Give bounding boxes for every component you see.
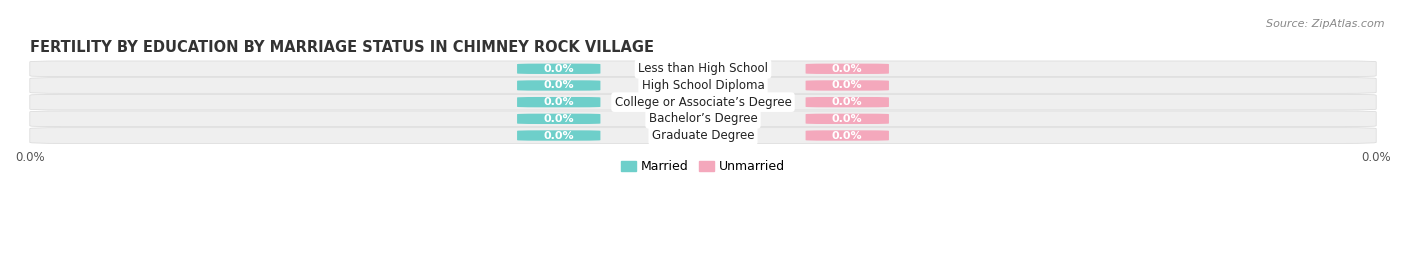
Text: 0.0%: 0.0% [832, 97, 862, 107]
Text: 0.0%: 0.0% [832, 130, 862, 140]
Text: 0.0%: 0.0% [544, 80, 574, 90]
FancyBboxPatch shape [30, 111, 1376, 127]
FancyBboxPatch shape [806, 114, 889, 124]
FancyBboxPatch shape [806, 64, 889, 74]
FancyBboxPatch shape [517, 130, 600, 141]
FancyBboxPatch shape [806, 80, 889, 91]
FancyBboxPatch shape [30, 94, 1376, 110]
FancyBboxPatch shape [517, 80, 600, 91]
FancyBboxPatch shape [30, 128, 1376, 143]
Text: Bachelor’s Degree: Bachelor’s Degree [648, 112, 758, 125]
Text: 0.0%: 0.0% [544, 64, 574, 74]
Text: 0.0%: 0.0% [544, 130, 574, 140]
FancyBboxPatch shape [517, 97, 600, 107]
FancyBboxPatch shape [806, 130, 889, 141]
FancyBboxPatch shape [517, 64, 600, 74]
Text: College or Associate’s Degree: College or Associate’s Degree [614, 96, 792, 109]
Text: 0.0%: 0.0% [544, 97, 574, 107]
Text: 0.0%: 0.0% [832, 80, 862, 90]
Text: 0.0%: 0.0% [544, 114, 574, 124]
FancyBboxPatch shape [30, 78, 1376, 93]
FancyBboxPatch shape [30, 61, 1376, 77]
FancyBboxPatch shape [517, 114, 600, 124]
Text: Source: ZipAtlas.com: Source: ZipAtlas.com [1267, 19, 1385, 29]
Text: 0.0%: 0.0% [832, 64, 862, 74]
Text: FERTILITY BY EDUCATION BY MARRIAGE STATUS IN CHIMNEY ROCK VILLAGE: FERTILITY BY EDUCATION BY MARRIAGE STATU… [30, 40, 654, 55]
Text: High School Diploma: High School Diploma [641, 79, 765, 92]
Text: Less than High School: Less than High School [638, 62, 768, 75]
Text: Graduate Degree: Graduate Degree [652, 129, 754, 142]
Legend: Married, Unmarried: Married, Unmarried [616, 155, 790, 178]
Text: 0.0%: 0.0% [832, 114, 862, 124]
FancyBboxPatch shape [806, 97, 889, 107]
